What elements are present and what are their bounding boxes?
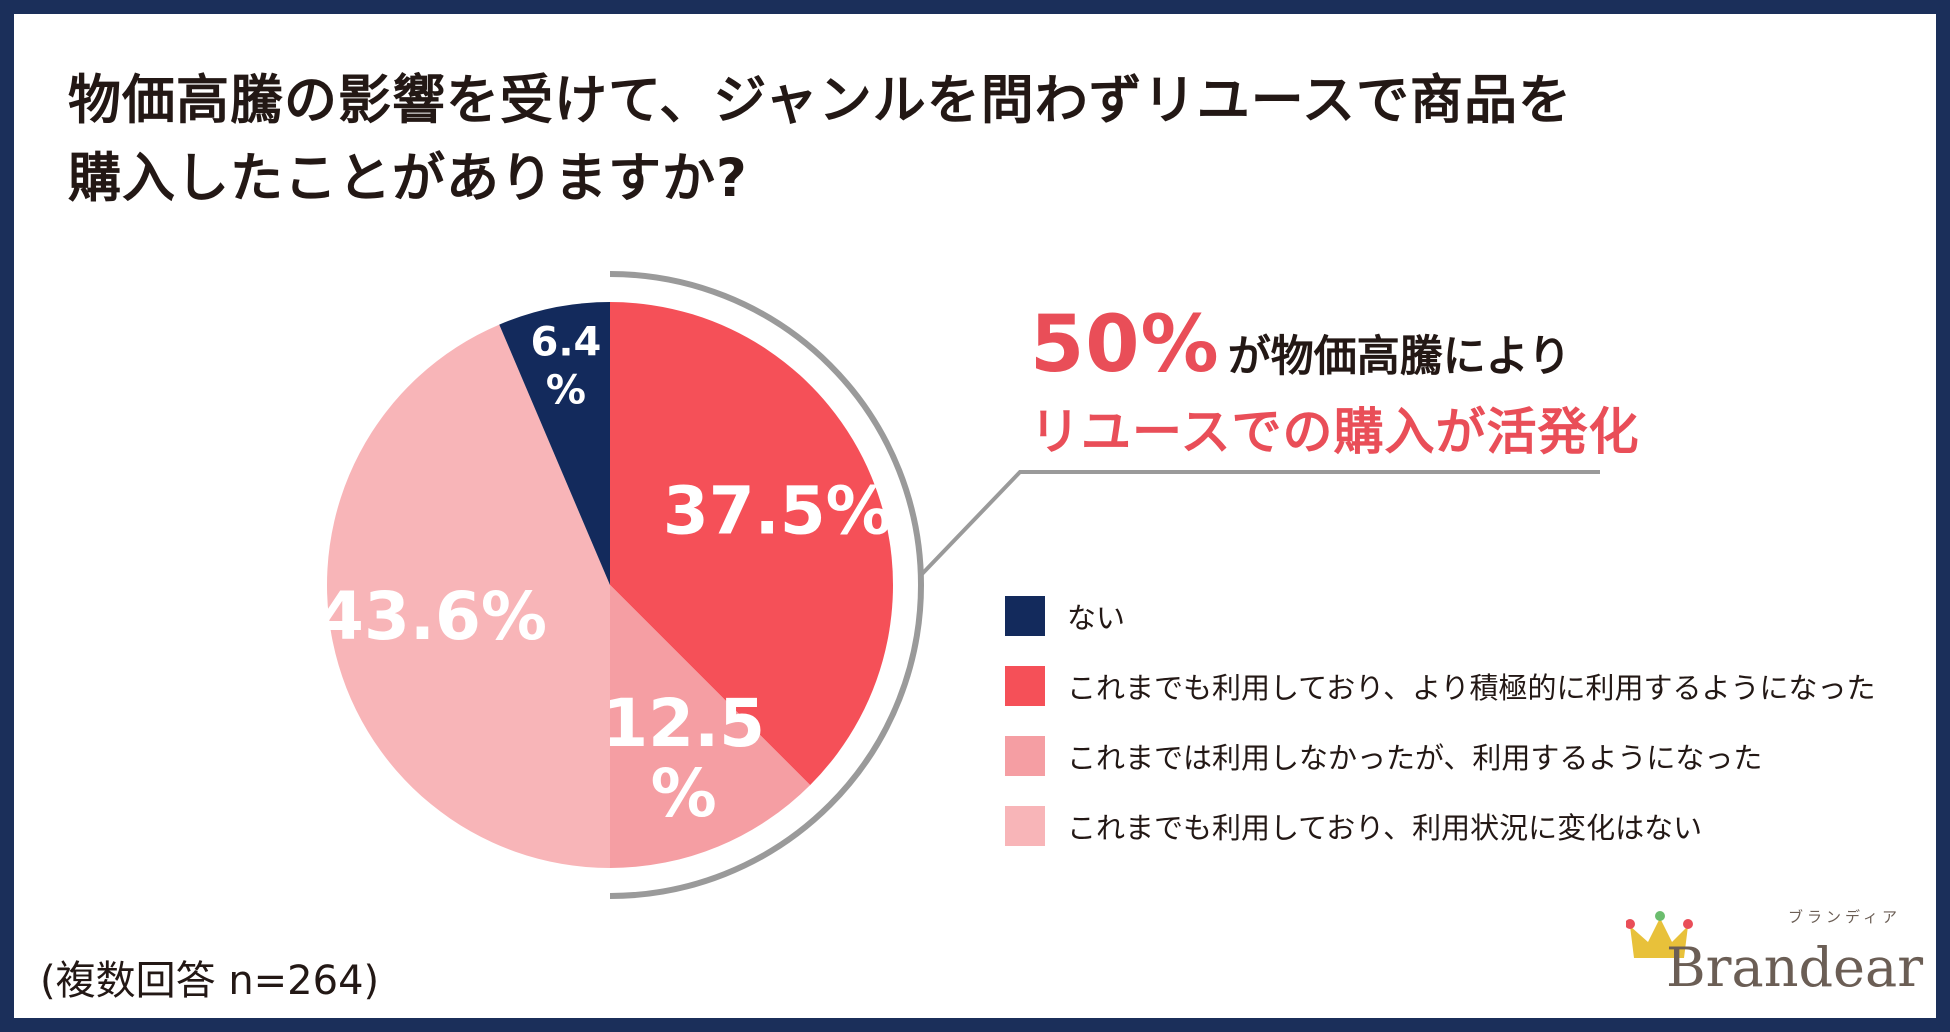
legend-label: これまでも利用しており、より積極的に利用するようになった [1067,671,1876,705]
headline: 50% が物価高騰により リユースでの購入が活発化 [1030,300,1640,464]
logo-kana: ブランディア [1788,908,1901,926]
headline-percent: 50% [1030,300,1220,390]
pie-slice [610,585,811,868]
legend-label: これまでは利用しなかったが、利用するようになった [1067,741,1763,775]
slice-value-label: 6.4% [530,320,601,414]
bracket-arc [609,271,924,899]
legend-swatch [1005,596,1045,636]
legend-label: これまでも利用しており、利用状況に変化はない [1067,811,1703,845]
legend-label: ない [1067,601,1126,635]
headline-line-2: リユースでの購入が活発化 [1030,403,1640,461]
legend-swatch [1005,666,1045,706]
slice-value-label: 37.5% [663,473,892,550]
sample-note: (複数回答 n=264) [40,958,380,1004]
slice-value-label: 43.6% [318,578,547,655]
legend-item: これまでも利用しており、より積極的に利用するようになった [1005,666,1876,706]
logo-text: Brandear [1666,936,1924,999]
callout-line [920,470,1600,576]
title-line-1: 物価高騰の影響を受けて、ジャンルを問わずリユースで商品を [68,70,1573,131]
crown-icon [1626,911,1693,958]
pie-slice [327,324,610,868]
chart-title: 物価高騰の影響を受けて、ジャンルを問わずリユースで商品を 購入したことがあります… [68,62,1572,218]
legend: ない これまでも利用しており、より積極的に利用するようになった これまでは利用し… [1005,596,1876,876]
legend-item: これまでは利用しなかったが、利用するようになった [1005,736,1876,776]
legend-swatch [1005,736,1045,776]
legend-item: これまでも利用しており、利用状況に変化はない [1005,806,1876,846]
pie-slice [499,302,610,585]
brand-logo: ブランディア Brandear [1618,900,1923,1010]
title-line-2: 購入したことがありますか? [68,148,748,209]
headline-rest: が物価高騰により [1227,332,1571,382]
pie-slice [610,302,893,786]
legend-item: ない [1005,596,1876,636]
slice-value-label: 12.5% [602,685,765,832]
legend-swatch [1005,806,1045,846]
